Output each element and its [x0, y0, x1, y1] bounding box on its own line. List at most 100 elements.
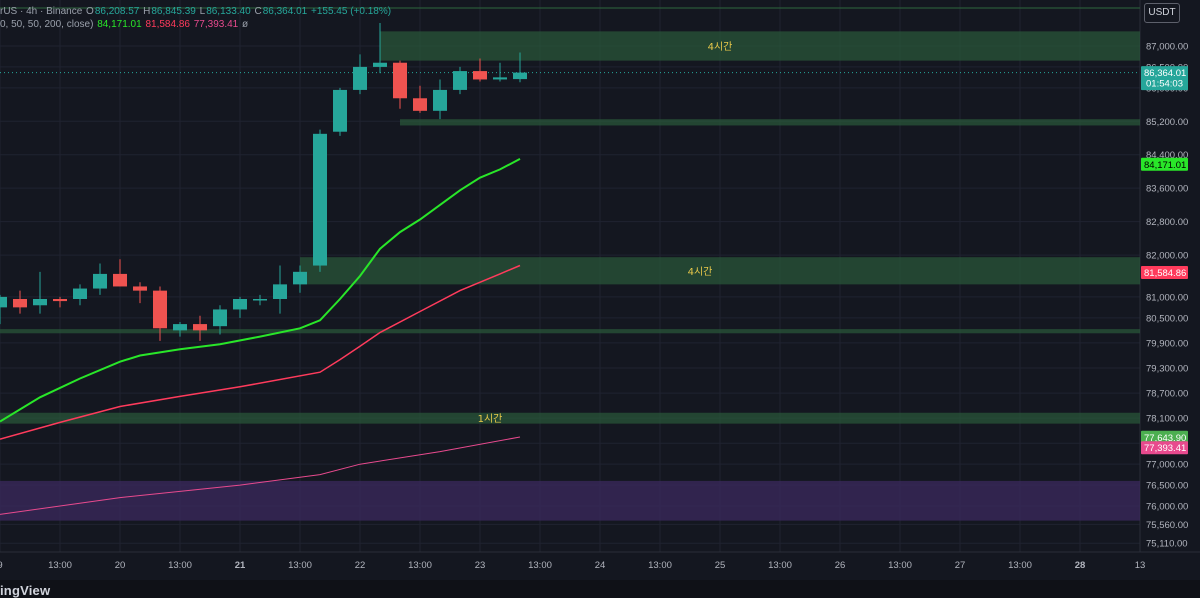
moving-average-lines	[0, 158, 521, 515]
price-tag	[1141, 430, 1188, 444]
change-value: +155.45 (+0.18%)	[310, 6, 392, 17]
ma-slow-value: 77,393.41	[193, 19, 239, 30]
x-tick-label: 9	[0, 560, 3, 571]
candle	[353, 54, 367, 95]
x-tick-label: 24	[595, 560, 606, 571]
price-tag	[1141, 265, 1188, 279]
footer-bar	[0, 580, 1200, 598]
x-tick-label: 20	[115, 560, 126, 571]
candle-body	[93, 273, 107, 289]
zone-box	[0, 329, 1140, 334]
candle-body	[173, 324, 187, 331]
y-tick-label: 81,000.00	[1146, 292, 1188, 303]
candle	[153, 286, 167, 341]
x-tick-label: 28	[1075, 560, 1086, 571]
y-tick-label: 75,560.00	[1146, 520, 1188, 531]
candle	[373, 23, 387, 74]
zone-box	[0, 412, 1140, 424]
candle-body	[113, 273, 127, 287]
x-tick-label: 23	[475, 560, 486, 571]
candle-body	[13, 299, 27, 308]
symbol-label[interactable]: rUS · 4h · Binance	[0, 6, 83, 17]
y-tick-label: 82,800.00	[1146, 217, 1188, 228]
candle-body	[413, 98, 427, 111]
y-tick-label: 83,600.00	[1146, 184, 1188, 195]
candle	[273, 265, 287, 314]
x-tick-label: 13:00	[888, 560, 912, 571]
price-tag	[1141, 66, 1188, 91]
candle-body	[433, 89, 447, 111]
candle	[73, 284, 87, 306]
support-resistance-zones: 4시간 4시간 1시간	[0, 31, 1140, 521]
x-tick-label: 21	[235, 560, 246, 571]
candle-body	[0, 296, 7, 308]
y-tick-label: 79,900.00	[1146, 338, 1188, 349]
candlesticks	[0, 23, 527, 341]
close-value: 86,364.01	[262, 6, 308, 17]
x-tick-label: 13:00	[288, 560, 312, 571]
zone-box	[0, 480, 1140, 521]
low-label: L	[199, 6, 206, 17]
candle	[233, 296, 247, 318]
candle	[0, 294, 7, 325]
candle	[413, 85, 427, 113]
candle	[313, 129, 327, 272]
zone-box	[380, 31, 1140, 61]
candle-body	[493, 77, 507, 80]
x-tick-label: 13:00	[168, 560, 192, 571]
candle	[53, 296, 67, 308]
candle	[513, 52, 527, 83]
y-tick-label: 82,000.00	[1146, 251, 1188, 262]
price-tag-label: 77,393.41	[1144, 443, 1186, 454]
zone-box	[300, 257, 1140, 285]
tradingview-logo: ingView	[0, 583, 51, 598]
y-tick-label: 80,500.00	[1146, 313, 1188, 324]
y-tick-label: 87,000.00	[1146, 42, 1188, 53]
ma-legend[interactable]: 0, 50, 50, 200, close) 84,171.01 81,584.…	[0, 19, 249, 30]
candle	[493, 62, 507, 82]
time-axis: 9 13:00 20 13:00 21 13:00 22 13:00 23 13:00 24 13:0…	[0, 560, 1145, 571]
candle-body	[373, 62, 387, 67]
x-tick-label: 22	[355, 560, 366, 571]
y-tick-label: 78,100.00	[1146, 414, 1188, 425]
price-tag-label: 86,364.01	[1144, 68, 1186, 79]
zone-label: 4시간	[708, 41, 733, 53]
x-tick-label: 13:00	[408, 560, 432, 571]
visibility-eye-icon[interactable]: ø	[242, 19, 249, 30]
currency-button[interactable]: USDT	[1144, 3, 1180, 23]
candle-body	[313, 133, 327, 266]
y-tick-label: 77,000.00	[1146, 460, 1188, 471]
candle-body	[293, 271, 307, 285]
ma-fast-value: 84,171.01	[97, 19, 142, 30]
candle-body	[453, 71, 467, 90]
low-value: 86,133.40	[206, 6, 251, 17]
candle-body	[253, 299, 267, 301]
candle	[393, 60, 407, 109]
candle-body	[393, 62, 407, 99]
y-tick-label: 79,300.00	[1146, 364, 1188, 375]
zone-label: 1시간	[478, 413, 503, 425]
candle-body	[233, 299, 247, 310]
candle	[253, 294, 267, 306]
candle-body	[133, 286, 147, 291]
candle-body	[73, 288, 87, 299]
price-tag	[1141, 157, 1188, 171]
candle	[33, 271, 47, 314]
x-tick-label: 27	[955, 560, 966, 571]
y-tick-label: 78,700.00	[1146, 389, 1188, 400]
candle-body	[33, 299, 47, 306]
zone-box	[400, 119, 1140, 126]
x-tick-label: 13:00	[48, 560, 72, 571]
ohlc-legend: rUS · 4h · Binance O86,208.57 H86,845.39…	[0, 6, 392, 17]
candle-body	[193, 324, 207, 331]
y-tick-label: 76,500.00	[1146, 481, 1188, 492]
y-tick-label: 84,400.00	[1146, 150, 1188, 161]
price-tag-countdown: 01:54:03	[1146, 79, 1183, 90]
price-tag-label: 81,584.86	[1144, 268, 1186, 279]
candle	[433, 79, 447, 120]
open-value: 86,208.57	[94, 6, 140, 17]
candle	[473, 58, 487, 82]
candle-body	[213, 309, 227, 327]
